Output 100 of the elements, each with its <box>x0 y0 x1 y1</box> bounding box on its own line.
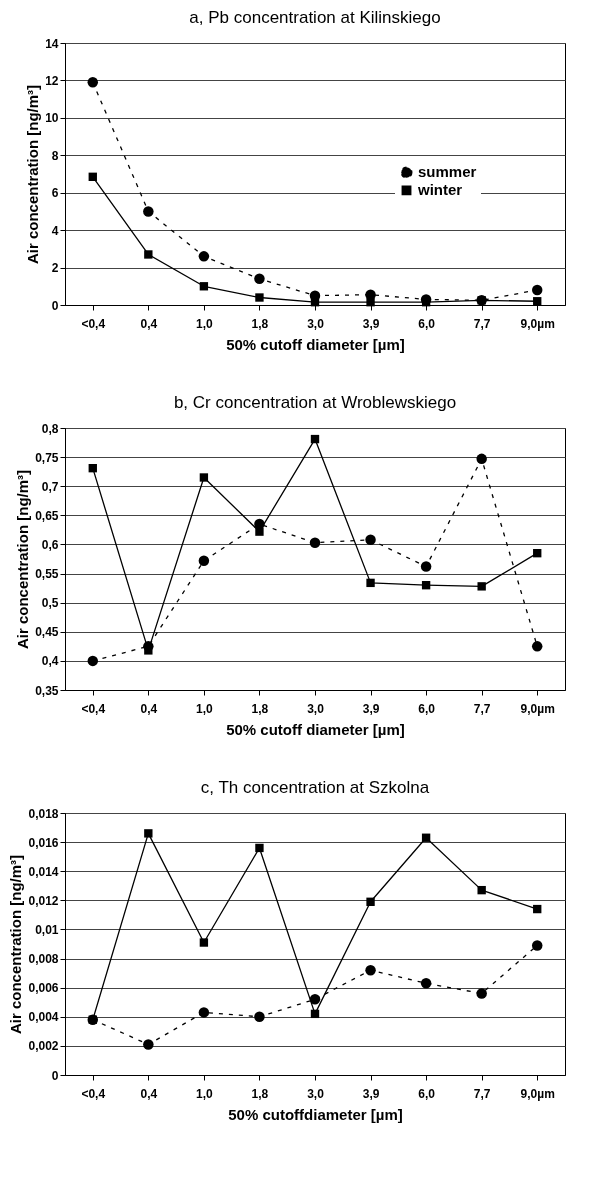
point <box>199 938 209 947</box>
point <box>199 282 209 291</box>
y-tick-label: 10 <box>45 111 59 126</box>
point <box>88 172 97 181</box>
x-tick-label: 9,0µm <box>520 701 555 716</box>
y-tick-label: 0,002 <box>28 1039 59 1054</box>
y-tick-label: 2 <box>51 261 59 276</box>
legend-label: summer <box>418 163 477 181</box>
point <box>533 904 542 914</box>
point <box>366 897 375 906</box>
point <box>255 293 264 302</box>
x-tick-label: 0,4 <box>140 701 158 716</box>
point <box>88 463 97 473</box>
point <box>310 434 320 444</box>
point <box>477 885 486 895</box>
chart-title: a, Pb concentration at Kilinskiego <box>189 8 441 27</box>
point <box>198 251 210 262</box>
point <box>254 1011 265 1023</box>
y-tick-label: 0,5 <box>41 596 59 611</box>
x-tick-label: 6,0 <box>418 316 436 331</box>
y-tick-label: 0,012 <box>28 893 59 908</box>
y-tick-label: 0,8 <box>41 421 59 436</box>
x-tick-label: 3,0 <box>307 1086 325 1101</box>
point <box>143 206 154 217</box>
point <box>87 655 99 667</box>
x-tick-label: 7,7 <box>473 316 491 331</box>
legend-label: winter <box>417 181 463 199</box>
point <box>365 289 376 300</box>
x-tick-label: 9,0µm <box>520 316 555 331</box>
point <box>421 581 431 590</box>
x-tick-label: 3,0 <box>307 701 325 716</box>
x-tick-label: 3,9 <box>362 316 380 331</box>
point <box>309 537 321 548</box>
point <box>143 1039 154 1050</box>
point <box>87 77 99 88</box>
y-tick-label: 0,004 <box>28 1010 59 1025</box>
y-tick-label: 0,006 <box>28 981 59 996</box>
point <box>476 453 487 465</box>
y-tick-label: 0,4 <box>41 654 59 669</box>
point <box>531 940 543 951</box>
point <box>198 555 210 566</box>
point <box>531 641 543 652</box>
point <box>310 1009 320 1019</box>
point <box>533 548 542 558</box>
y-tick-label: 0,45 <box>35 625 59 640</box>
x-tick-label: 9,0µm <box>520 1086 555 1101</box>
y-tick-label: 0,014 <box>28 864 59 879</box>
x-tick-label: 3,9 <box>362 701 380 716</box>
x-tick-label: 1,0 <box>196 701 214 716</box>
x-tick-label: 6,0 <box>418 701 436 716</box>
point <box>477 582 486 591</box>
x-tick-label: 3,0 <box>307 316 325 331</box>
y-tick-label: 0,008 <box>28 952 59 967</box>
point <box>420 561 432 572</box>
point <box>365 534 376 546</box>
y-tick-label: 0,65 <box>35 508 59 523</box>
x-tick-label: 1,8 <box>251 701 269 716</box>
point <box>144 250 153 259</box>
y-tick-label: 0,7 <box>41 479 59 494</box>
y-axis-title: Air concentration [ng/m³] <box>7 854 25 1035</box>
point <box>531 284 543 296</box>
y-tick-label: 0,016 <box>28 835 59 850</box>
point <box>365 964 376 976</box>
y-tick-label: 6 <box>51 186 59 201</box>
point <box>255 843 264 853</box>
y-tick-label: 0,75 <box>35 450 59 465</box>
x-axis-title: 50% cutoff diameter [µm] <box>226 720 405 738</box>
y-tick-label: 0 <box>51 298 59 313</box>
x-tick-label: 0,4 <box>140 316 158 331</box>
y-tick-label: 4 <box>51 223 59 238</box>
y-tick-label: 0,55 <box>35 567 59 582</box>
point <box>420 978 432 989</box>
point <box>199 473 209 482</box>
y-tick-label: 0,01 <box>35 922 59 937</box>
point <box>198 1007 210 1018</box>
point <box>421 833 431 842</box>
y-tick-label: 8 <box>51 148 59 163</box>
point <box>309 994 321 1005</box>
y-tick-label: 12 <box>45 73 59 88</box>
point <box>476 988 487 999</box>
point <box>254 273 265 285</box>
x-tick-label: 1,0 <box>196 316 214 331</box>
x-tick-label: <0,4 <box>81 316 106 331</box>
x-tick-label: 1,8 <box>251 1086 269 1101</box>
x-tick-label: <0,4 <box>81 701 106 716</box>
x-tick-label: 7,7 <box>473 1086 491 1101</box>
x-tick-label: 6,0 <box>418 1086 436 1101</box>
point <box>366 578 375 588</box>
x-tick-label: 7,7 <box>473 701 491 716</box>
x-axis-title: 50% cutoff diameter [µm] <box>226 335 405 353</box>
x-tick-label: <0,4 <box>81 1086 106 1101</box>
y-axis-title: Air concentration [ng/m³] <box>24 84 42 265</box>
point <box>144 829 153 838</box>
x-tick-label: 1,0 <box>196 1086 214 1101</box>
y-axis-title: Air concentration [ng/m³] <box>14 469 32 650</box>
chart-title: c, Th concentration at Szkolna <box>200 778 430 797</box>
y-tick-label: 0 <box>51 1068 59 1083</box>
point <box>533 297 542 306</box>
x-tick-label: 0,4 <box>140 1086 158 1101</box>
chart-title: b, Cr concentration at Wroblewskiego <box>173 393 457 412</box>
